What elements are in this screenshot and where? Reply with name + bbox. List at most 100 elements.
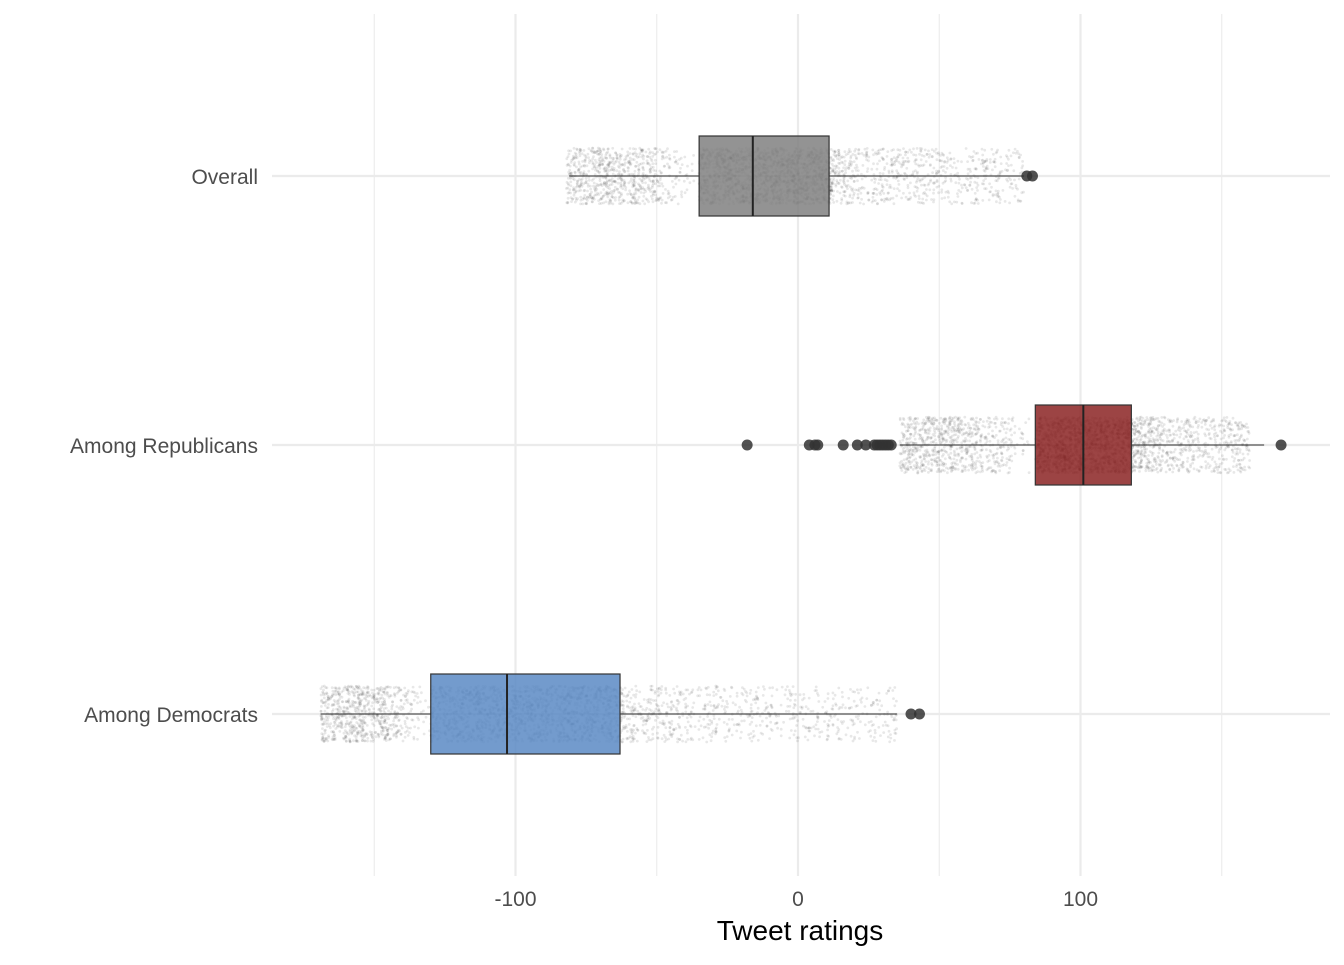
jitter-point: [994, 179, 997, 182]
jitter-point: [886, 162, 889, 165]
jitter-point: [937, 191, 940, 194]
jitter-point: [589, 188, 592, 191]
jitter-point: [1234, 421, 1237, 424]
jitter-point: [876, 168, 879, 171]
jitter-point: [999, 170, 1002, 173]
jitter-point: [843, 163, 846, 166]
jitter-point: [957, 195, 960, 198]
jitter-point: [976, 457, 979, 460]
jitter-point: [639, 187, 642, 190]
jitter-point: [990, 148, 993, 151]
jitter-point: [881, 157, 884, 160]
jitter-point: [935, 442, 938, 445]
jitter-point: [627, 166, 630, 169]
jitter-point: [1150, 434, 1153, 437]
jitter-point: [838, 149, 841, 152]
jitter-point: [866, 170, 869, 173]
jitter-point: [1173, 433, 1176, 436]
jitter-point: [921, 164, 924, 167]
jitter-point: [570, 172, 573, 175]
jitter-point: [614, 186, 617, 189]
jitter-point: [902, 163, 905, 166]
jitter-point: [867, 159, 870, 162]
jitter-point: [989, 161, 992, 164]
jitter-point: [1161, 459, 1164, 462]
jitter-point: [618, 166, 621, 169]
jitter-point: [621, 163, 624, 166]
jitter-point: [677, 203, 680, 206]
jitter-point: [625, 155, 628, 158]
jitter-point: [629, 157, 632, 160]
jitter-point: [976, 152, 979, 155]
jitter-point: [921, 198, 924, 201]
jitter-point: [603, 149, 606, 152]
jitter-point: [950, 437, 953, 440]
jitter-point: [680, 196, 683, 199]
jitter-point: [612, 157, 615, 160]
jitter-point: [651, 159, 654, 162]
jitter-point: [624, 186, 627, 189]
jitter-point: [866, 151, 869, 154]
jitter-point: [1140, 426, 1143, 429]
jitter-point: [607, 147, 610, 150]
jitter-point: [883, 166, 886, 169]
jitter-point: [1197, 420, 1200, 423]
jitter-point: [850, 177, 853, 180]
jitter-point: [663, 165, 666, 168]
jitter-point: [877, 182, 880, 185]
jitter-point: [934, 438, 937, 441]
jitter-point: [670, 199, 673, 202]
jitter-point: [879, 172, 882, 175]
jitter-point: [882, 192, 885, 195]
jitter-point: [1191, 426, 1194, 429]
jitter-point: [660, 182, 663, 185]
jitter-point: [574, 152, 577, 155]
jitter-point: [933, 417, 936, 420]
jitter-point: [830, 148, 833, 151]
jitter-point: [886, 183, 889, 186]
jitter-point: [924, 184, 927, 187]
jitter-point: [947, 196, 950, 199]
jitter-point: [853, 180, 856, 183]
jitter-point: [991, 435, 994, 438]
jitter-point: [860, 173, 863, 176]
jitter-point: [1005, 162, 1008, 165]
jitter-point: [600, 191, 603, 194]
jitter-point: [1147, 436, 1150, 439]
jitter-point: [912, 468, 915, 471]
jitter-point: [649, 170, 652, 173]
jitter-point: [992, 153, 995, 156]
jitter-point: [1021, 437, 1024, 440]
jitter-point: [975, 168, 978, 171]
jitter-point: [940, 449, 943, 452]
jitter-point: [581, 152, 584, 155]
jitter-point: [668, 192, 671, 195]
jitter-point: [940, 191, 943, 194]
jitter-point: [1164, 417, 1167, 420]
jitter-point: [606, 192, 609, 195]
jitter-point: [856, 179, 859, 182]
jitter-point: [629, 152, 632, 155]
jitter-point: [585, 198, 588, 201]
jitter-point: [608, 169, 611, 172]
jitter-point: [943, 165, 946, 168]
jitter-point: [581, 178, 584, 181]
jitter-point: [995, 434, 998, 437]
jitter-point: [943, 469, 946, 472]
jitter-point: [989, 158, 992, 161]
jitter-point: [587, 170, 590, 173]
jitter-point: [684, 191, 687, 194]
jitter-point: [933, 198, 936, 201]
jitter-point: [659, 185, 662, 188]
jitter-point: [1018, 178, 1021, 181]
jitter-point: [888, 170, 891, 173]
jitter-point: [956, 459, 959, 462]
jitter-point: [864, 148, 867, 151]
jitter-point: [629, 147, 632, 150]
jitter-point: [1243, 466, 1246, 469]
jitter-point: [633, 158, 636, 161]
jitter-point: [852, 194, 855, 197]
jitter-point: [860, 198, 863, 201]
jitter-point: [659, 178, 662, 181]
jitter-point: [920, 147, 923, 150]
